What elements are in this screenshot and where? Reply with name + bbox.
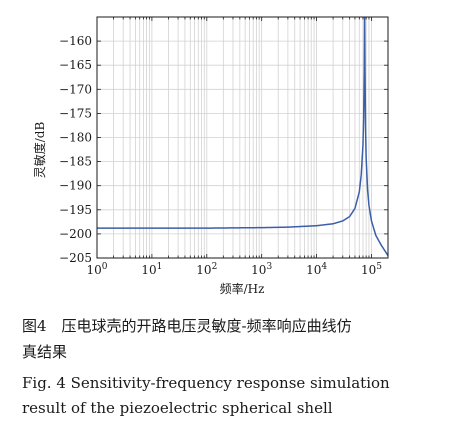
y-tick-label: −185 bbox=[59, 155, 92, 169]
caption-english-line-2: result of the piezoelectric spherical sh… bbox=[22, 399, 333, 417]
y-tick-label: −205 bbox=[59, 251, 92, 265]
x-tick-label: 104 bbox=[306, 262, 327, 277]
x-tick-label: 103 bbox=[251, 262, 272, 277]
caption-chinese-line-1: 图4 压电球壳的开路电压灵敏度-频率响应曲线仿 bbox=[22, 317, 352, 335]
y-tick-label: −165 bbox=[59, 58, 92, 72]
x-axis-label: 频率/Hz bbox=[220, 281, 265, 296]
sensitivity-frequency-chart: 100 101 102 103 104 105 −160−165−170−175−180−… bbox=[32, 16, 389, 296]
series-layer bbox=[97, 17, 388, 257]
caption-chinese-line-2: 真结果 bbox=[22, 343, 68, 361]
y-tick-label: −200 bbox=[59, 227, 92, 241]
y-tick-label: −195 bbox=[59, 203, 92, 217]
y-tick-label: −160 bbox=[59, 34, 92, 48]
x-tick-label: 100 bbox=[86, 262, 107, 277]
x-tick-label: 101 bbox=[141, 262, 162, 277]
caption-chinese: 图4 压电球壳的开路电压灵敏度-频率响应曲线仿 真结果 bbox=[22, 313, 442, 365]
sensitivity-curve bbox=[97, 17, 388, 257]
grid bbox=[96, 17, 389, 259]
y-tick-label: −190 bbox=[59, 179, 92, 193]
y-tick-labels: −160 −165 −170 −175 −180 −185 −190 −195 −200 −205 bbox=[59, 34, 92, 265]
y-tick-label: −180 bbox=[59, 131, 92, 145]
y-tick-label: −175 bbox=[59, 106, 92, 120]
y-axis-label: 灵敏度/dB bbox=[32, 122, 47, 179]
x-tick-label: 105 bbox=[361, 262, 382, 277]
caption-english-line-1: Fig. 4 Sensitivity-frequency response si… bbox=[22, 374, 390, 392]
y-tick-label: −170 bbox=[59, 82, 92, 96]
axis-ticks bbox=[96, 17, 389, 259]
caption-english: Fig. 4 Sensitivity-frequency response si… bbox=[22, 371, 462, 421]
x-tick-label: 102 bbox=[196, 262, 217, 277]
x-tick-labels: 100 101 102 103 104 105 bbox=[86, 262, 382, 277]
